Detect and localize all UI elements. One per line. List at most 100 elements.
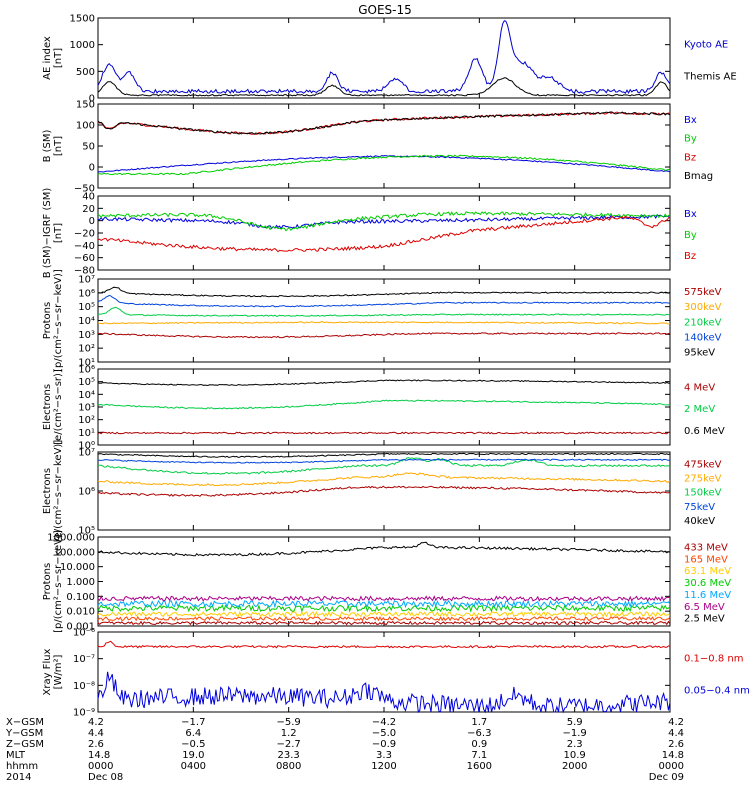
y-tick-label: 10³: [78, 403, 95, 414]
legend-label: 475keV: [684, 459, 722, 470]
series-line-210kev: [97, 306, 671, 317]
ephemeris-value: 0800: [276, 761, 301, 772]
ephemeris-value: −4.2: [372, 717, 396, 728]
ephemeris-value: 3.3: [376, 750, 392, 761]
y-tick-label: 10⁵: [78, 302, 95, 313]
y-axis-label: [p/(cm²−s−sr−keV)]: [53, 530, 64, 633]
panel-frame: [97, 451, 671, 531]
series-line-300kev: [97, 321, 671, 325]
ephemeris-row-label: 2014: [6, 772, 31, 783]
panel-4: 10¹ 10² 10³ 10⁴ 10⁵ 10⁶ 10⁷ Protons [p/(cm²−s−sr…: [42, 269, 722, 372]
y-axis-label: Electrons: [42, 384, 53, 430]
panel-frame: [97, 103, 671, 189]
y-tick-label: 10⁻⁷: [73, 654, 95, 665]
y-tick-label: 10⁰: [78, 441, 95, 452]
ephemeris-value: 0000: [88, 761, 113, 772]
ephemeris-value: 4.4: [88, 728, 104, 739]
series-line-95kev: [97, 286, 671, 298]
series-line-275kev: [97, 472, 671, 487]
ephemeris-value: 1.2: [281, 728, 297, 739]
y-tick-label: −80: [74, 266, 95, 277]
legend-label: 140keV: [684, 332, 722, 343]
y-axis-label: B (SM)−IGRF (SM): [42, 188, 53, 279]
panel-frame: [97, 17, 671, 99]
ephemeris-value: −5.9: [277, 717, 301, 728]
series-line-2-mev: [97, 399, 671, 410]
y-tick-label: 10⁷: [78, 448, 95, 459]
legend-label: 0.05−0.4 nm: [684, 686, 750, 697]
legend-label: Bx: [684, 115, 697, 126]
panel-frame: [97, 195, 671, 271]
panel-frame: [97, 278, 671, 363]
series-line-by: [97, 154, 671, 176]
series-line-150kev: [97, 457, 671, 475]
panel-8: 10⁻⁹ 10⁻⁸ 10⁻⁷ 10⁻⁶ Xray Flux [W/m²] 0.1−0.8 n…: [42, 628, 750, 719]
y-axis-label: Protons: [42, 563, 53, 600]
ephemeris-value: 1.7: [471, 717, 487, 728]
legend-label: 6.5 MeV: [684, 602, 725, 613]
y-axis-label: AE index: [42, 36, 53, 80]
panel-2: −50 0 50 100 150 B (SM) [nT] Bx By Bz Bmag: [42, 100, 713, 195]
ephemeris-value: 23.3: [278, 750, 300, 761]
y-axis-label: B (SM): [42, 129, 53, 162]
ephemeris-value: 2.6: [668, 739, 684, 750]
ephemeris-value: 0.9: [471, 739, 487, 750]
ephemeris-value: −6.3: [467, 728, 491, 739]
y-tick-label: 10⁶: [78, 365, 95, 376]
y-axis-label: [nT]: [53, 136, 64, 156]
ephemeris-value: −0.9: [372, 739, 396, 750]
y-tick-label: 10¹: [78, 358, 95, 369]
y-tick-label: 10²: [78, 344, 95, 355]
figure-title: GOES-15: [358, 3, 412, 17]
ephemeris-value: 0000: [659, 761, 684, 772]
ephemeris-value: 2000: [562, 761, 587, 772]
legend-label: 40keV: [684, 516, 715, 527]
y-axis-label: [nT]: [53, 223, 64, 243]
legend-label: 75keV: [684, 502, 715, 513]
legend-label: 300keV: [684, 302, 722, 313]
legend-label: By: [684, 134, 697, 145]
y-tick-label: 10⁴: [78, 390, 95, 401]
legend-label: Kyoto AE: [684, 40, 728, 51]
y-tick-label: 1500: [70, 14, 95, 25]
ephemeris-value: 6.4: [185, 728, 201, 739]
y-tick-label: 10⁵: [78, 377, 95, 388]
ephemeris-value: 0400: [181, 761, 206, 772]
series-line-433-mev: [97, 620, 671, 626]
series-line-75kev: [97, 458, 671, 464]
legend-label: 2 MeV: [684, 404, 715, 415]
legend-label: 0.1−0.8 nm: [684, 654, 743, 665]
y-tick-label: 10³: [78, 330, 95, 341]
y-axis-label: [e/(cm²−s−sr)]: [53, 369, 64, 445]
series-line-4-mev: [97, 431, 671, 435]
legend-label: Bz: [684, 152, 696, 163]
ephemeris-value: 19.0: [182, 750, 204, 761]
y-tick-label: 10¹: [78, 428, 95, 439]
series-line-0-6-mev: [97, 379, 671, 387]
legend-label: Bz: [684, 251, 696, 262]
y-tick-label: 1000.000: [47, 533, 95, 544]
y-tick-label: −50: [74, 184, 95, 195]
ephemeris-value: −5.0: [372, 728, 396, 739]
y-tick-label: 10⁶: [78, 288, 95, 299]
series-line-bmag: [97, 111, 671, 135]
ephemeris-value: 14.8: [662, 750, 684, 761]
ephemeris-value: 4.2: [668, 717, 684, 728]
legend-label: Themis AE: [683, 72, 737, 83]
ephemeris-value: 10.9: [564, 750, 586, 761]
series-line-0-05-0-4-nm: [97, 671, 671, 714]
panel-1: 0 500 1000 1500 AE index [nT] Kyoto AE Themis A…: [42, 14, 737, 105]
ephemeris-row-label: MLT: [6, 750, 26, 761]
y-tick-label: 0.100: [66, 592, 95, 603]
legend-label: 275keV: [684, 474, 722, 485]
series-line-0-1-0-8-nm: [97, 640, 671, 649]
legend-label: 0.6 MeV: [684, 426, 725, 437]
ephemeris-value: −2.7: [277, 739, 301, 750]
legend-label: 4 MeV: [684, 382, 715, 393]
series-line-themis-ae: [97, 77, 671, 97]
panel-7: 0.001 0.010 0.100 1.000 10.000 100.000 1000.00…: [42, 530, 731, 633]
y-tick-label: 10⁵: [78, 526, 95, 537]
y-tick-label: 50: [82, 142, 95, 153]
